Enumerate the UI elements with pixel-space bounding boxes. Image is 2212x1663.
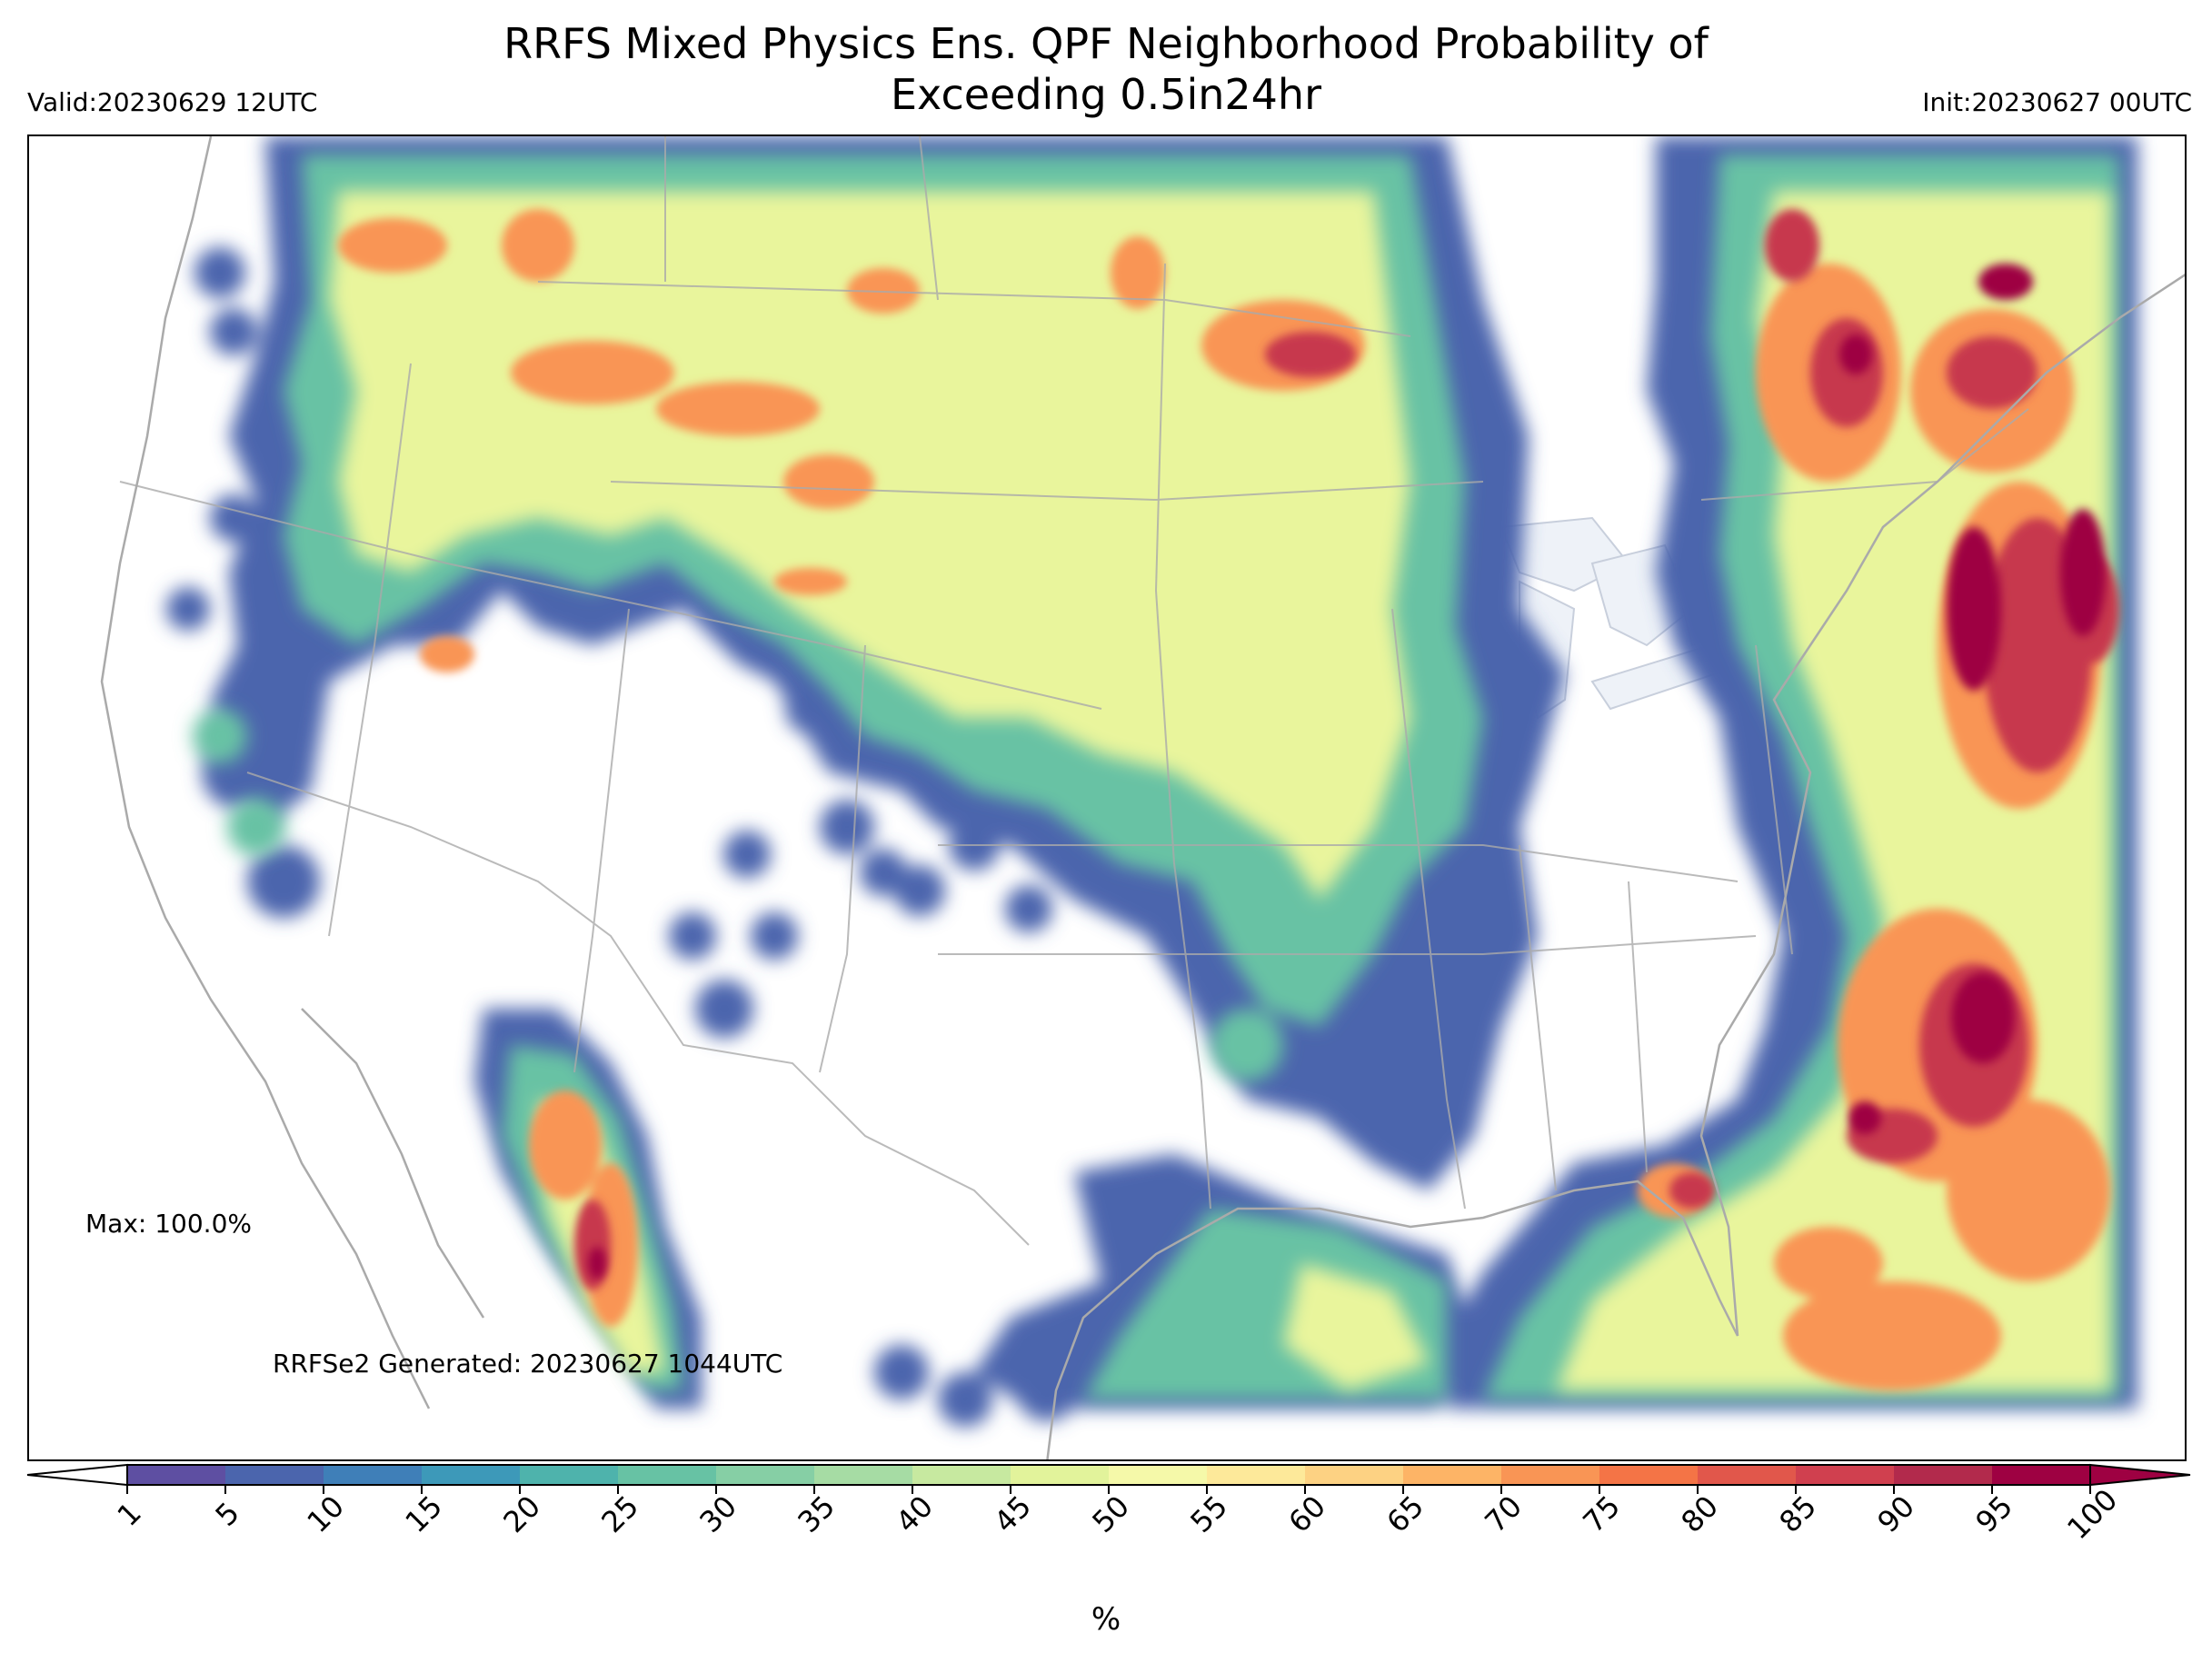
colorbar-block (618, 1465, 717, 1485)
map-panel (27, 134, 2187, 1461)
state-boundaries (119, 136, 2029, 1246)
colorbar-tick-label: 20 (496, 1489, 547, 1539)
colorbar-tick-label: 75 (1576, 1489, 1627, 1539)
colorbar-tick-label: 1 (111, 1496, 148, 1533)
valid-time-label: Valid:20230629 12UTC (27, 87, 318, 117)
colorbar-tick-label: 30 (692, 1489, 743, 1539)
colorbar-lower-extend (26, 1463, 128, 1487)
colorbar-block (1207, 1465, 1306, 1485)
colorbar-tick-label: 50 (1085, 1489, 1136, 1539)
colorbar-block (1698, 1465, 1797, 1485)
colorbar-block (1109, 1465, 1208, 1485)
title-line-1: RRFS Mixed Physics Ens. QPF Neighborhood… (503, 19, 1709, 68)
colorbar-tick-label: 95 (1968, 1489, 2019, 1539)
colorbar-block (422, 1465, 521, 1485)
colorbar-block (127, 1465, 226, 1485)
colorbar-block (1992, 1465, 2091, 1485)
colorbar-tick-label: 5 (209, 1496, 246, 1533)
colorbar-block (1305, 1465, 1404, 1485)
colorbar-block (1501, 1465, 1600, 1485)
init-time-label: Init:20230627 00UTC (1922, 87, 2192, 117)
colorbar-block (520, 1465, 619, 1485)
colorbar-tick-label: 25 (594, 1489, 645, 1539)
probability-map (100, 136, 2185, 1459)
colorbar-block (324, 1465, 423, 1485)
colorbar: 1 5 10 15 20 25 30 35 40 45 50 55 60 65 70 75 80 85 90 95 10… (26, 1463, 2191, 1546)
colorbar-unit-label: % (1091, 1601, 1121, 1638)
colorbar-tick-label: 100 (2060, 1482, 2124, 1546)
colorbar-tick-label: 60 (1281, 1489, 1332, 1539)
colorbar-block (1894, 1465, 1993, 1485)
colorbar-block (716, 1465, 815, 1485)
colorbar-tick-label: 15 (398, 1489, 449, 1539)
colorbar-block (814, 1465, 913, 1485)
colorbar-tick-label: 55 (1183, 1489, 1234, 1539)
colorbar-tick-label: 35 (791, 1489, 842, 1539)
colorbar-tick-label: 70 (1478, 1489, 1529, 1539)
title-line-2: Exceeding 0.5in24hr (890, 70, 1321, 119)
precip-field-layer-maroon (588, 264, 2106, 1280)
colorbar-tick-label: 80 (1674, 1489, 1725, 1539)
colorbar-block (1403, 1465, 1502, 1485)
map-title: RRFS Mixed Physics Ens. QPF Neighborhood… (0, 18, 2212, 120)
colorbar-block (1011, 1465, 1110, 1485)
coastlines (100, 136, 2185, 1459)
colorbar-block (1796, 1465, 1895, 1485)
colorbar-ticks: 1 5 10 15 20 25 30 35 40 45 50 55 60 65 70 75 80 85 90 95 10… (111, 1482, 2125, 1546)
colorbar-tick-label: 10 (300, 1489, 351, 1539)
colorbar-tick-label: 45 (987, 1489, 1038, 1539)
colorbar-blocks (127, 1465, 2091, 1485)
colorbar-tick-label: 40 (889, 1489, 940, 1539)
colorbar-upper-extend (2089, 1463, 2191, 1487)
colorbar-block (225, 1465, 324, 1485)
max-value-label: Max: 100.0% (85, 1209, 252, 1239)
colorbar-tick-label: 65 (1380, 1489, 1430, 1539)
colorbar-block (1599, 1465, 1699, 1485)
colorbar-block (912, 1465, 1011, 1485)
colorbar-tick-label: 85 (1772, 1489, 1823, 1539)
colorbar-tick-label: 90 (1870, 1489, 1921, 1539)
generated-time-label: RRFSe2 Generated: 20230627 1044UTC (273, 1349, 783, 1379)
